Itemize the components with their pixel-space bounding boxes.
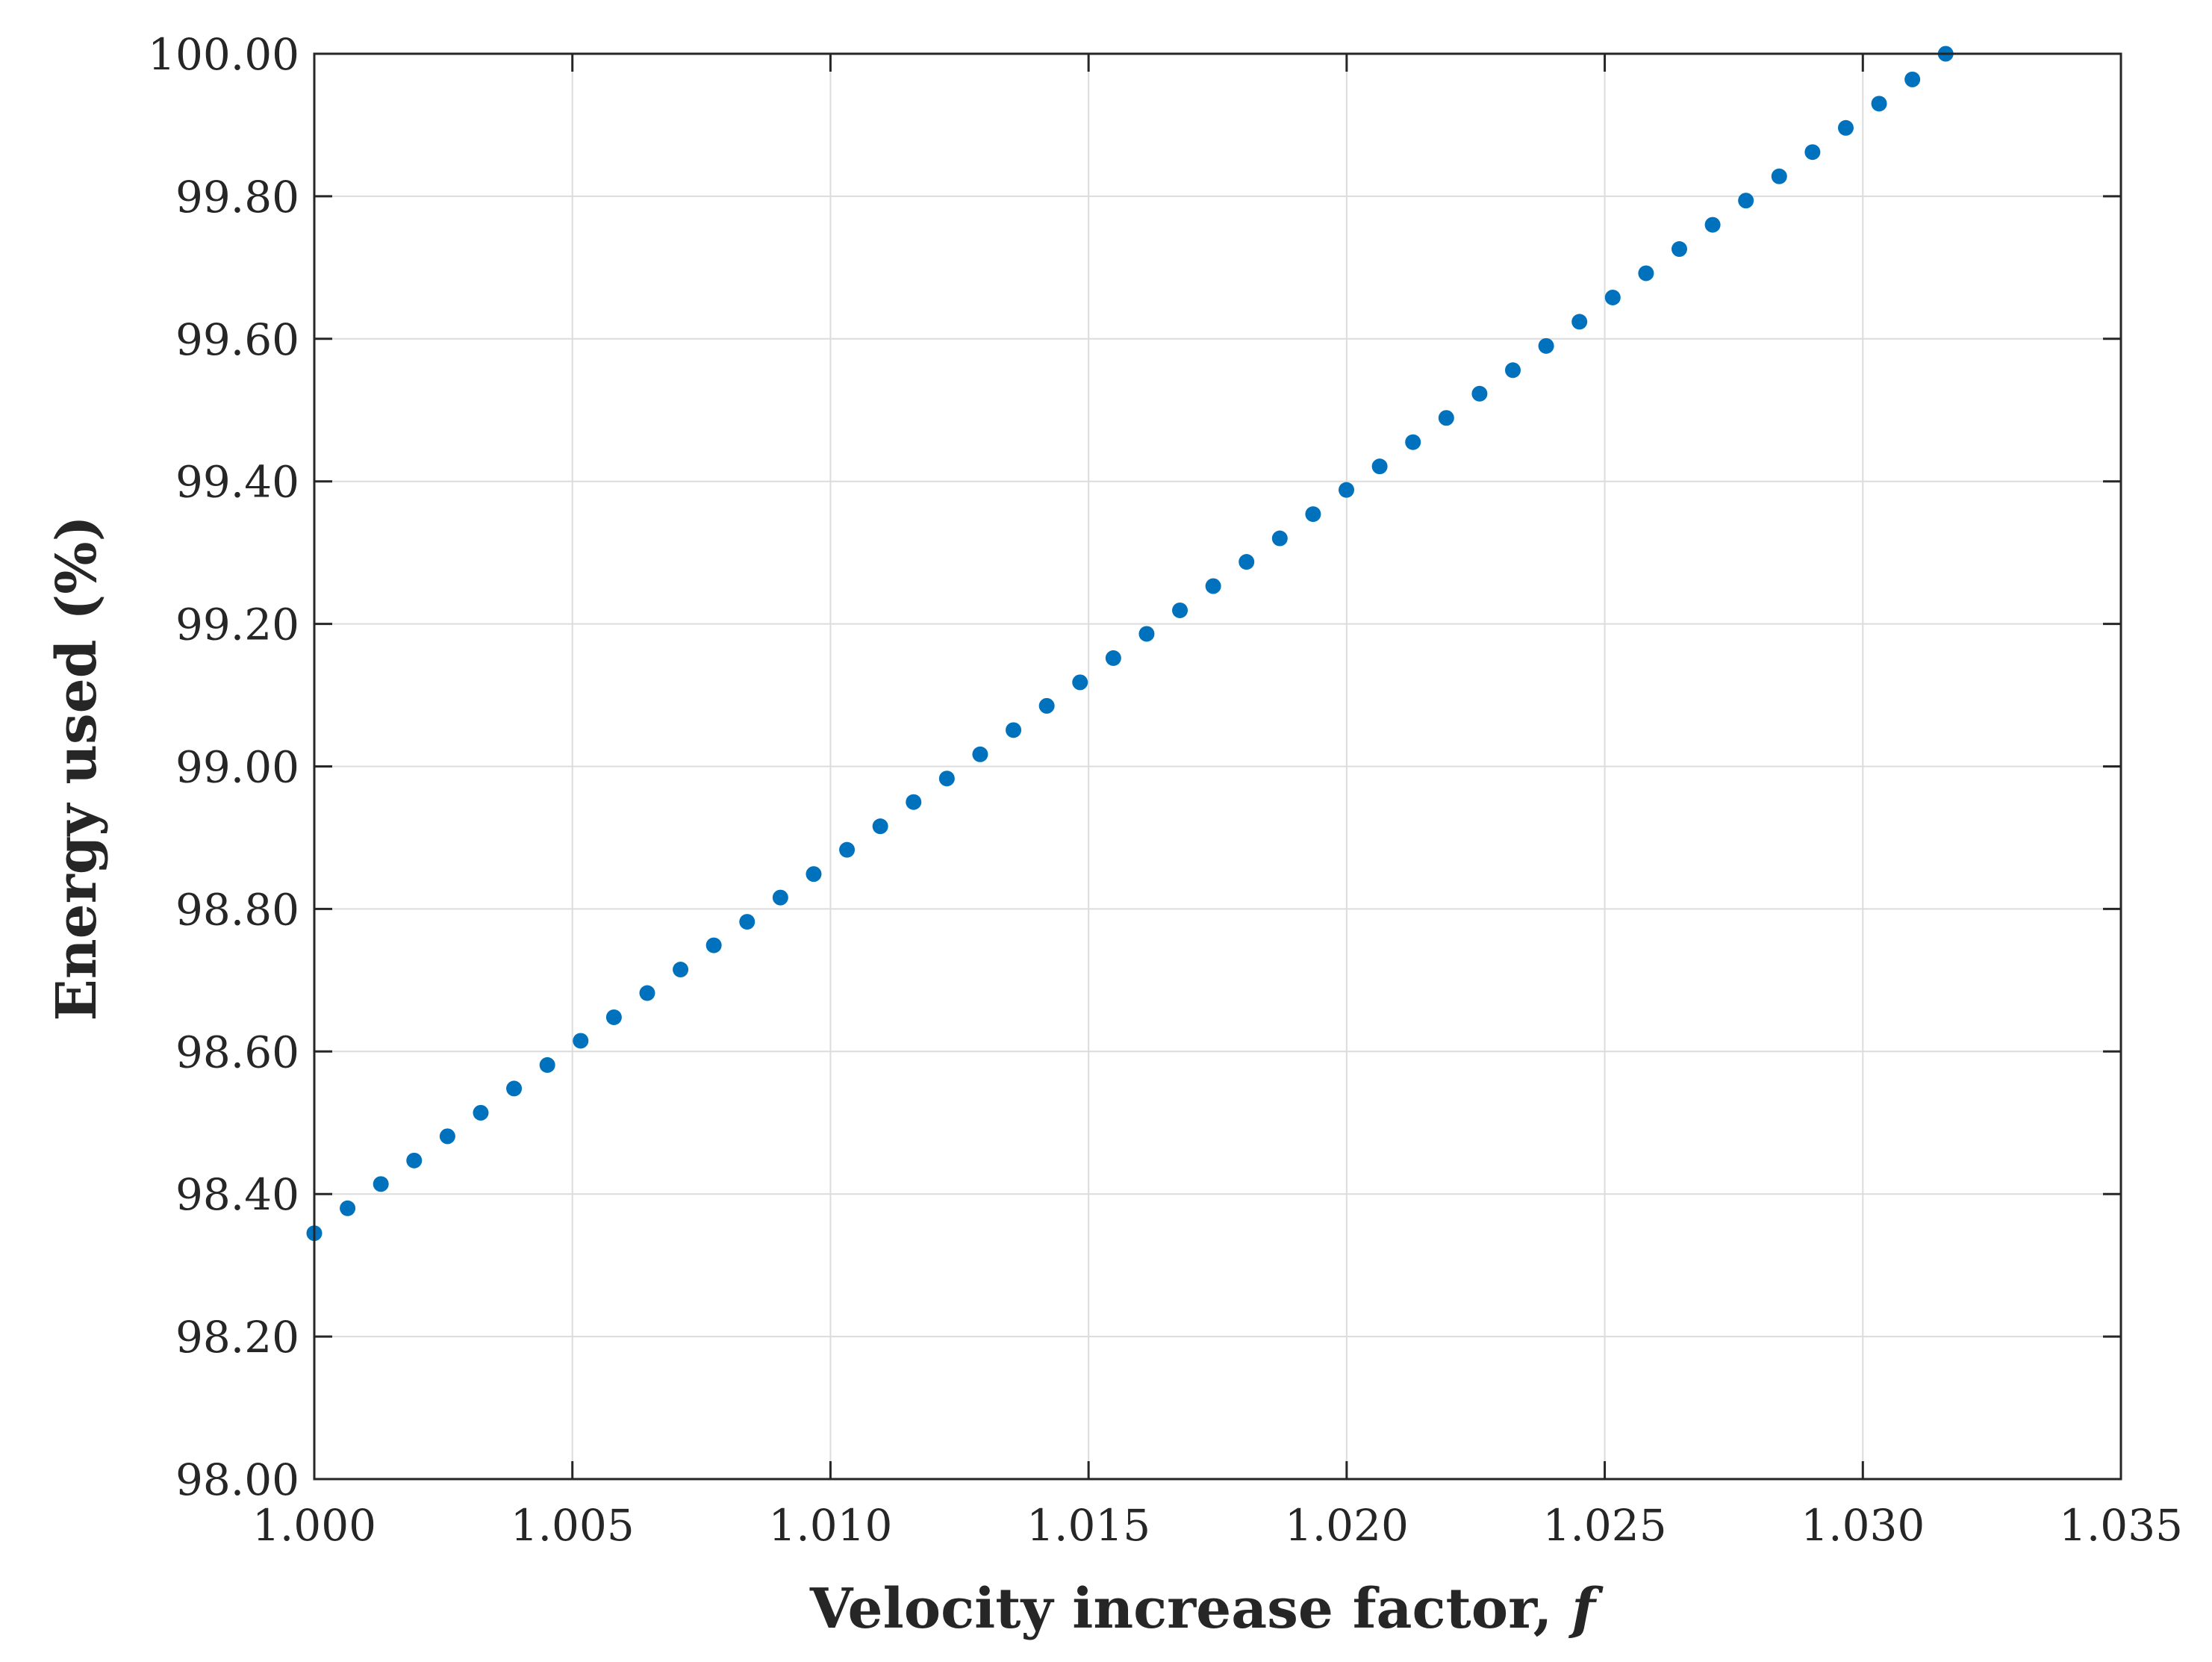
y-tick-label: 98.00 bbox=[175, 1454, 299, 1505]
data-point bbox=[1604, 289, 1621, 305]
data-point bbox=[1904, 71, 1921, 87]
data-point bbox=[739, 914, 755, 930]
data-point bbox=[906, 794, 922, 810]
data-point bbox=[1371, 458, 1388, 475]
data-point bbox=[1704, 217, 1721, 233]
data-point bbox=[605, 1009, 622, 1025]
data-point bbox=[938, 771, 955, 787]
data-point bbox=[573, 1033, 589, 1049]
data-point bbox=[1072, 674, 1088, 691]
y-tick-label: 98.60 bbox=[175, 1027, 299, 1077]
data-point bbox=[806, 866, 822, 883]
data-point bbox=[373, 1176, 389, 1192]
grid-lines bbox=[314, 53, 2122, 1480]
y-tick-label: 99.60 bbox=[175, 314, 299, 365]
x-tick-label: 1.000 bbox=[252, 1500, 376, 1551]
data-point bbox=[1305, 506, 1321, 523]
data-point bbox=[1571, 314, 1588, 330]
data-point bbox=[1471, 385, 1488, 402]
data-point bbox=[1837, 119, 1854, 136]
data-point bbox=[1172, 602, 1188, 618]
y-tick-label: 99.80 bbox=[175, 172, 299, 222]
data-point bbox=[1339, 482, 1355, 498]
y-axis-title: Energy used (%) bbox=[45, 515, 109, 1021]
data-point bbox=[1804, 144, 1821, 161]
x-axis-title-text: Velocity increase factor, bbox=[809, 1577, 1571, 1641]
y-tick-label: 99.00 bbox=[175, 742, 299, 793]
data-point bbox=[1438, 410, 1454, 426]
x-tick-label: 1.005 bbox=[511, 1500, 635, 1551]
x-tick-label: 1.030 bbox=[1801, 1500, 1925, 1551]
x-tick-labels: 1.000 1.005 1.010 1.015 1.020 1.025 1.030 1.035 bbox=[252, 1500, 2183, 1551]
data-point bbox=[673, 962, 689, 978]
data-point bbox=[772, 889, 788, 906]
data-point bbox=[1006, 722, 1022, 738]
data-point bbox=[1138, 626, 1155, 642]
data-point bbox=[539, 1056, 555, 1073]
data-point bbox=[1405, 434, 1421, 450]
data-point bbox=[839, 841, 856, 858]
data-point bbox=[1271, 530, 1288, 547]
data-point bbox=[1671, 241, 1687, 258]
data-point bbox=[1038, 697, 1055, 714]
y-tick-label: 98.40 bbox=[175, 1169, 299, 1220]
x-tick-label: 1.025 bbox=[1543, 1500, 1667, 1551]
data-point bbox=[1205, 578, 1221, 594]
y-tick-label: 100.00 bbox=[148, 29, 299, 80]
data-point bbox=[1239, 554, 1255, 570]
x-tick-label: 1.035 bbox=[2059, 1500, 2183, 1551]
data-point bbox=[1105, 650, 1121, 666]
x-axis-title: Velocity increase factor, f bbox=[809, 1577, 1604, 1641]
data-point bbox=[639, 985, 655, 1001]
y-tick-label: 99.20 bbox=[175, 600, 299, 650]
data-point bbox=[705, 937, 722, 953]
data-point bbox=[1871, 96, 1887, 112]
data-point bbox=[340, 1200, 356, 1216]
data-points bbox=[306, 46, 1954, 1242]
data-point bbox=[1538, 337, 1554, 354]
x-tick-label: 1.020 bbox=[1285, 1500, 1409, 1551]
data-point bbox=[506, 1080, 523, 1097]
data-point bbox=[473, 1104, 489, 1121]
data-point bbox=[1504, 362, 1521, 379]
x-tick-label: 1.015 bbox=[1026, 1500, 1150, 1551]
data-point bbox=[439, 1128, 455, 1145]
data-point bbox=[406, 1152, 423, 1168]
data-point bbox=[1771, 168, 1787, 184]
tick-marks bbox=[313, 52, 2122, 1481]
data-point bbox=[1738, 193, 1754, 209]
data-point bbox=[972, 746, 988, 762]
data-point bbox=[872, 818, 888, 835]
y-tick-label: 99.40 bbox=[175, 457, 299, 508]
data-point bbox=[1638, 265, 1654, 281]
y-tick-label: 98.80 bbox=[175, 884, 299, 935]
y-tick-labels: 98.00 98.20 98.40 98.60 98.80 99.00 99.20 99.40… bbox=[148, 29, 299, 1505]
x-tick-label: 1.010 bbox=[768, 1500, 892, 1551]
y-tick-label: 98.20 bbox=[175, 1312, 299, 1363]
